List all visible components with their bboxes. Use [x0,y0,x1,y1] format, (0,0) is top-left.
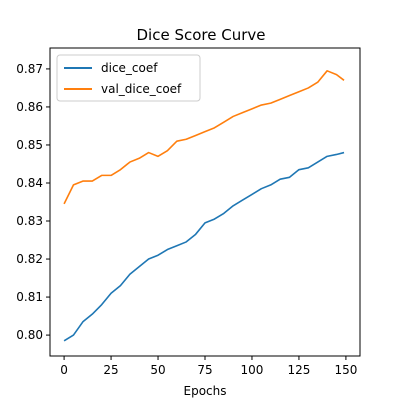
y-axis-ticks: 0.80 0.81 0.82 0.83 0.84 0.85 0.86 0.87 [16,62,50,342]
x-axis-label: Epochs [184,384,227,398]
y-tick-label: 0.87 [16,62,43,76]
x-tick-label: 150 [334,363,357,377]
y-tick-label: 0.84 [16,176,43,190]
legend-label-dice-coef: dice_coef [101,61,158,75]
x-tick-label: 125 [287,363,310,377]
y-tick-label: 0.86 [16,100,43,114]
x-tick-label: 75 [197,363,212,377]
x-tick-label: 25 [103,363,118,377]
legend-box [56,54,201,102]
legend-label-val-dice-coef: val_dice_coef [101,82,182,96]
x-axis-ticks: 0 25 50 75 100 125 150 [60,356,357,377]
x-tick-label: 0 [60,363,68,377]
x-tick-label: 100 [241,363,264,377]
plot-lines [63,70,345,342]
y-tick-label: 0.82 [16,252,43,266]
series-line-val-dice-coef [63,70,345,205]
chart-title: Dice Score Curve [137,26,266,44]
legend: dice_coef val_dice_coef [56,54,201,102]
y-tick-label: 0.80 [16,328,43,342]
x-tick-label: 50 [150,363,165,377]
y-tick-label: 0.83 [16,214,43,228]
series-line-dice-coef [63,151,345,342]
y-tick-label: 0.85 [16,138,43,152]
y-tick-label: 0.81 [16,290,43,304]
